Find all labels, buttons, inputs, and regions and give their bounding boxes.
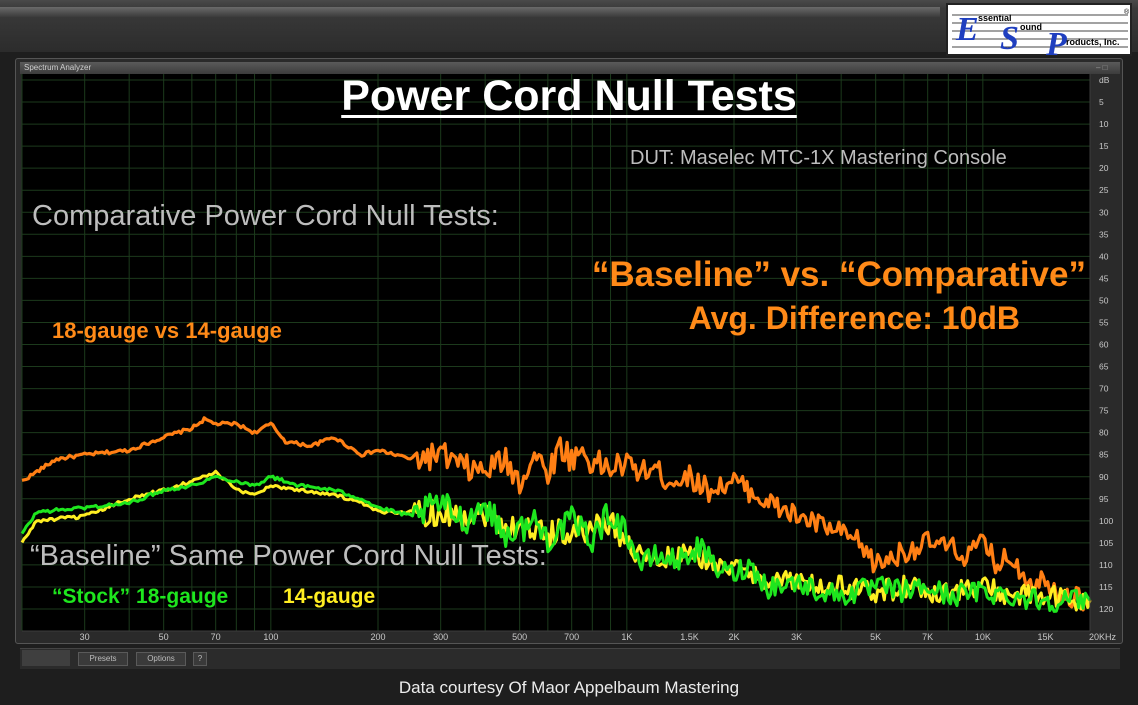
y-tick-label: 65 <box>1099 362 1109 372</box>
data-credit: Data courtesy Of Maor Appelbaum Masterin… <box>398 678 740 697</box>
y-tick-label: 45 <box>1099 273 1109 283</box>
x-tick-label: 5K <box>870 632 881 642</box>
y-tick-label: 120 <box>1099 604 1113 614</box>
y-tick-label: 55 <box>1099 317 1109 327</box>
grid <box>21 74 1091 631</box>
comparative-heading: Comparative Power Cord Null Tests: <box>32 200 499 232</box>
window-control-icons[interactable]: – □ <box>1096 63 1108 72</box>
y-tick-label: 95 <box>1099 494 1109 504</box>
presets-button[interactable]: Presets <box>78 652 128 666</box>
analyzer-titlebar <box>20 62 1120 74</box>
y-tick-label: 90 <box>1099 472 1109 482</box>
y-tick-label: 110 <box>1099 560 1113 570</box>
options-button[interactable]: Options <box>136 652 186 666</box>
x-tick-label: 20KHz <box>1089 632 1117 642</box>
y-tick-label: 35 <box>1099 229 1109 239</box>
y-tick-label: 75 <box>1099 406 1109 416</box>
logo-letter-p: P <box>1045 26 1067 58</box>
top-bar-rail <box>0 7 940 17</box>
difference-annotation-line2: Avg. Difference: 10dB <box>688 300 1020 336</box>
toolbar-handle[interactable] <box>22 650 70 666</box>
y-axis: dB 5 10 15 20 25 30 35 40 45 50 55 60 65 70 75 80 85 90 95 1… <box>1089 74 1113 631</box>
logo-word-products: roducts, Inc. <box>1066 37 1120 47</box>
x-tick-label: 2K <box>728 632 739 642</box>
x-tick-label: 1.5K <box>680 632 699 642</box>
y-tick-label: 115 <box>1099 582 1113 592</box>
x-tick-label: 500 <box>512 632 527 642</box>
series-line-comparative <box>21 416 1092 612</box>
y-tick-label: 100 <box>1099 516 1113 526</box>
x-axis: 30 50 70 100 200 300 500 700 1K 1.5K 2K 3K 5K 7K 10K 15… <box>22 630 1117 642</box>
y-tick-label: 80 <box>1099 428 1109 438</box>
y-tick-label: 50 <box>1099 295 1109 305</box>
x-tick-label: 200 <box>370 632 385 642</box>
chart-title: Power Cord Null Tests <box>341 72 797 120</box>
x-tick-label: 7K <box>922 632 933 642</box>
y-tick-label: 15 <box>1099 141 1109 151</box>
x-tick-label: 70 <box>211 632 221 642</box>
y-tick-label: 20 <box>1099 163 1109 173</box>
legend-stock-18-gauge: “Stock” 18-gauge <box>52 585 229 608</box>
legend-14-gauge: 14-gauge <box>283 585 376 608</box>
baseline-heading: “Baseline” Same Power Cord Null Tests: <box>30 540 547 572</box>
x-tick-label: 700 <box>564 632 579 642</box>
x-tick-label: 10K <box>975 632 991 642</box>
logo-word-sound: ound <box>1020 22 1042 32</box>
x-tick-label: 30 <box>80 632 90 642</box>
analyzer-toolbar <box>20 648 1120 669</box>
dut-label: DUT: Maselec MTC-1X Mastering Console <box>630 147 1007 169</box>
series-line-stock-18-gauge <box>20 474 1092 613</box>
y-tick-label: 85 <box>1099 450 1109 460</box>
y-tick-label: 25 <box>1099 185 1109 195</box>
x-tick-label: 15K <box>1038 632 1054 642</box>
logo-letter-s: S <box>1000 20 1019 57</box>
y-tick-label: 40 <box>1099 251 1109 261</box>
x-tick-label: 3K <box>791 632 802 642</box>
esp-logo-graphic: E S P ssential ound roducts, Inc. ® <box>952 8 1130 58</box>
comparative-series-label: 18-gauge vs 14-gauge <box>52 318 282 343</box>
y-tick-label: 10 <box>1099 119 1109 129</box>
y-tick-label: 30 <box>1099 207 1109 217</box>
esp-logo: E S P ssential ound roducts, Inc. ® <box>946 3 1132 58</box>
y-tick-label: 105 <box>1099 538 1113 548</box>
difference-annotation-line1: “Baseline” vs. “Comparative” <box>591 255 1086 294</box>
logo-letter-e: E <box>955 11 979 48</box>
logo-registered-mark: ® <box>1124 8 1130 16</box>
x-tick-label: 100 <box>263 632 278 642</box>
series-layer <box>20 416 1092 613</box>
x-tick-label: 1K <box>621 632 632 642</box>
x-tick-label: 50 <box>159 632 169 642</box>
y-tick-label: 70 <box>1099 384 1109 394</box>
y-tick-label: 5 <box>1099 97 1104 107</box>
help-button[interactable]: ? <box>193 652 207 666</box>
y-tick-label: 60 <box>1099 340 1109 350</box>
logo-word-essential: ssential <box>978 13 1012 23</box>
analyzer-title: Spectrum Analyzer <box>24 63 92 72</box>
y-tick-label: dB <box>1099 75 1110 85</box>
x-tick-label: 300 <box>433 632 448 642</box>
